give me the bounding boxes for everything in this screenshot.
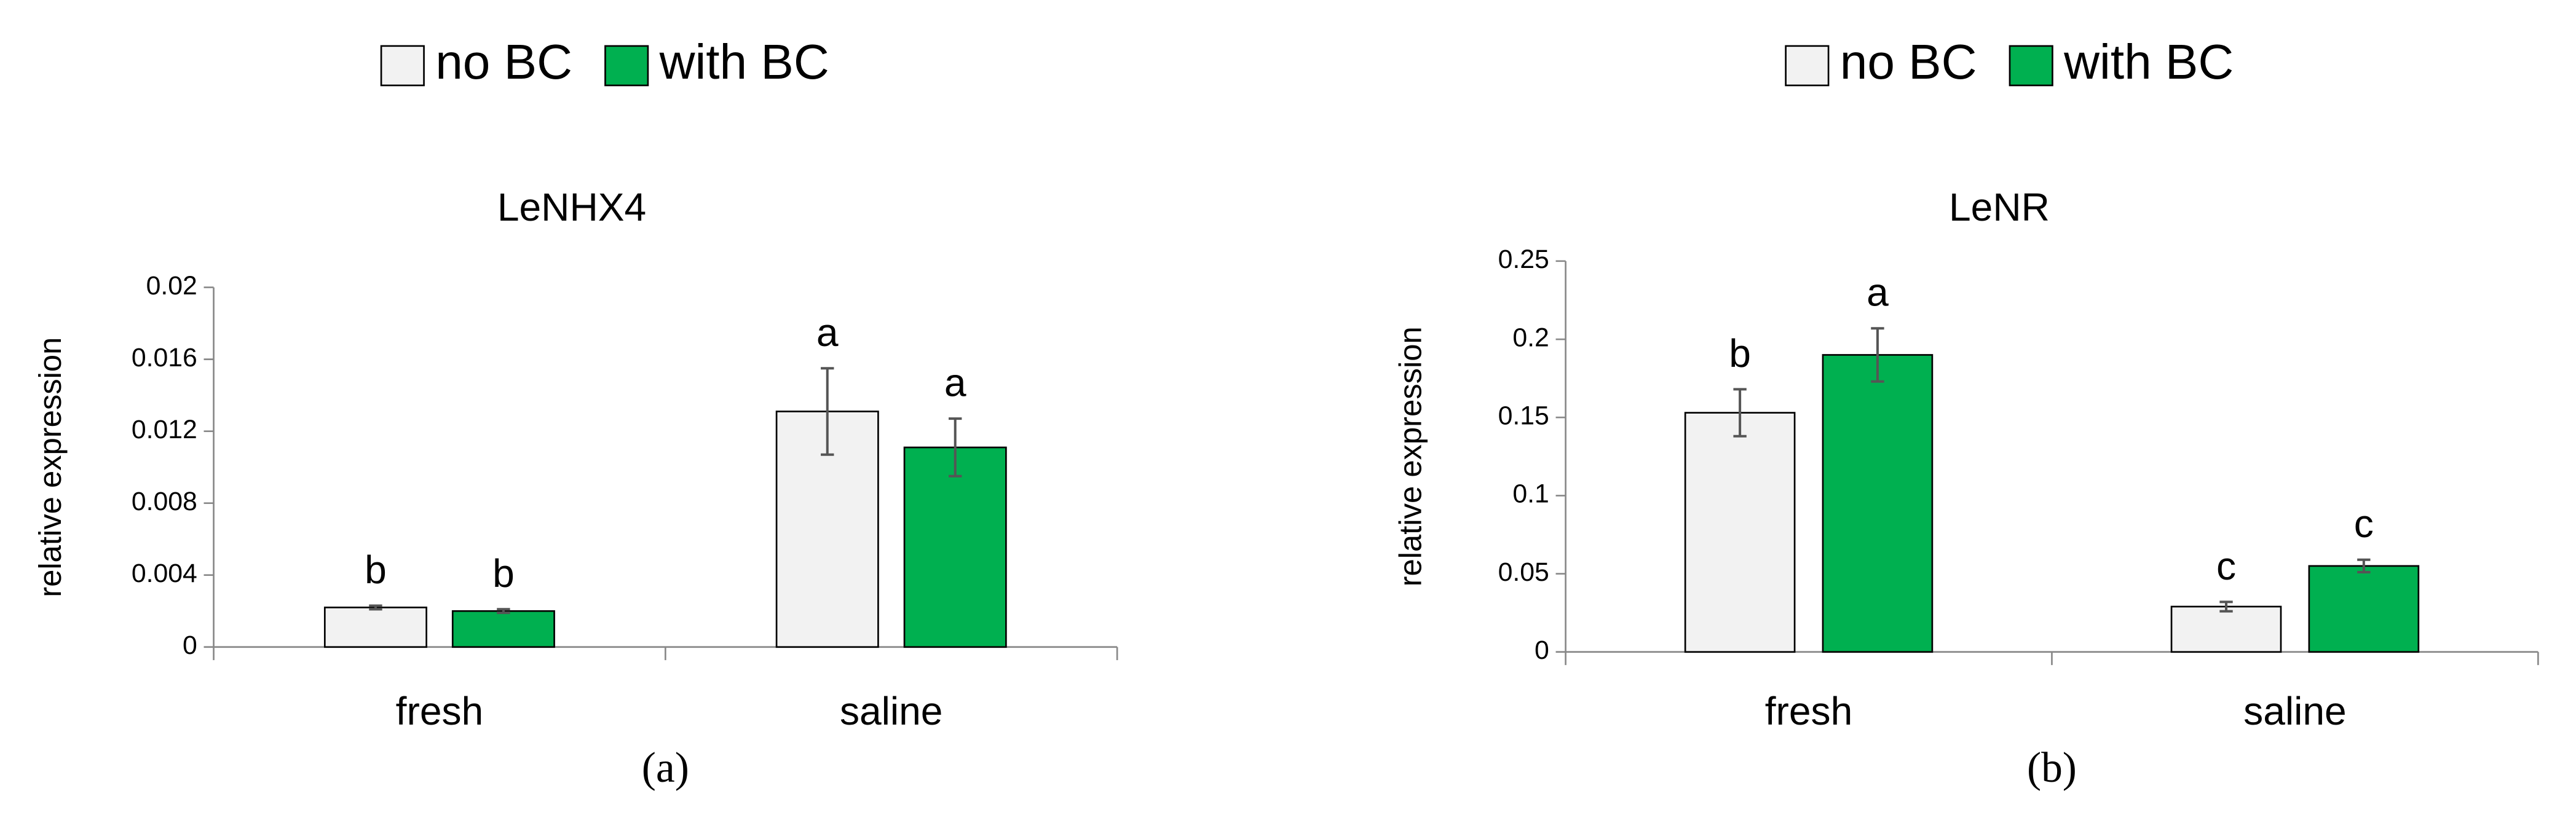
x-tick-label: fresh [396, 689, 484, 733]
legend-label: with BC [2063, 34, 2234, 89]
y-tick-label: 0.05 [1498, 557, 1549, 587]
significance-letter: c [2216, 544, 2236, 588]
significance-letter: b [1729, 331, 1751, 376]
legend-label: no BC [1840, 34, 1977, 89]
x-tick-label: fresh [1765, 689, 1853, 733]
y-tick-label: 0.2 [1512, 323, 1549, 352]
subfigure-label: (a) [642, 744, 689, 792]
error-bar [2219, 600, 2233, 613]
legend-swatch [604, 45, 649, 87]
bar [451, 610, 555, 648]
y-tick-label: 0.25 [1498, 245, 1549, 274]
x-tick-label: saline [840, 689, 943, 733]
bar [2170, 605, 2282, 653]
legend-swatch [380, 45, 425, 87]
error-bar [1733, 388, 1747, 438]
legend-label: with BC [659, 34, 829, 89]
error-bar [821, 367, 834, 456]
error-bar [949, 417, 962, 478]
bar [1822, 354, 1934, 653]
significance-letter: c [2354, 502, 2374, 546]
legend-label: no BC [435, 34, 572, 89]
significance-letter: b [365, 548, 387, 592]
y-tick-label: 0.008 [132, 487, 197, 516]
y-tick-label: 0 [183, 631, 197, 660]
error-bar [2357, 558, 2371, 574]
legend-swatch [1785, 45, 1830, 87]
bar [323, 607, 427, 648]
significance-letter: a [1867, 270, 1889, 315]
x-tick-label: saline [2243, 689, 2347, 733]
chart-title: LeNHX4 [497, 185, 646, 229]
y-axis-label: relative expression [1393, 326, 1428, 586]
y-tick-label: 0.004 [132, 559, 197, 588]
y-tick-label: 0.016 [132, 343, 197, 372]
error-bar [369, 604, 382, 611]
error-bar [1871, 327, 1884, 383]
legend-swatch [2009, 45, 2053, 87]
significance-letter: a [944, 361, 966, 405]
bar [1684, 412, 1796, 653]
y-tick-label: 0.02 [146, 271, 197, 301]
error-bar [497, 608, 510, 615]
y-tick-label: 0 [1535, 635, 1549, 665]
y-tick-label: 0.15 [1498, 401, 1549, 431]
bar [903, 446, 1007, 648]
significance-letter: a [816, 310, 839, 355]
chart-title: LeNR [1949, 185, 2050, 229]
y-axis-label: relative expression [33, 337, 68, 597]
significance-letter: b [492, 551, 515, 596]
subfigure-label: (b) [2027, 744, 2077, 792]
bar [2308, 565, 2420, 653]
y-tick-label: 0.012 [132, 415, 197, 444]
y-tick-label: 0.1 [1512, 479, 1549, 509]
